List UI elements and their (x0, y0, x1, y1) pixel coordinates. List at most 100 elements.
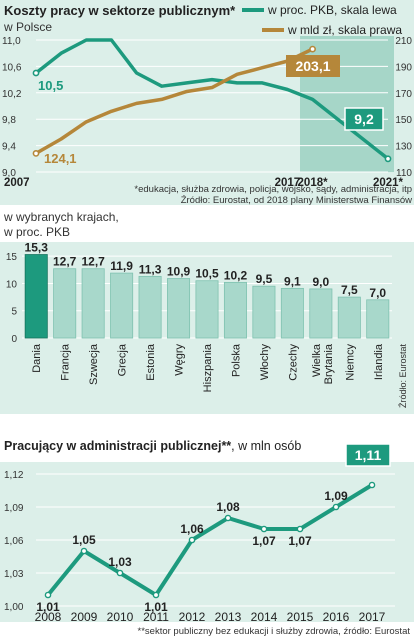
value-box-mld-end (286, 55, 340, 77)
chart-cost-data-labels: 10,5 124,1 203,1 9,2 (38, 55, 384, 166)
chart-countries-source: Źródło: Eurostat (398, 343, 408, 408)
value-box-pkb-end (344, 107, 384, 131)
endpoint-marker (384, 155, 392, 163)
chart-cost-subtitle: w Polsce (3, 20, 52, 34)
value-label-pkb-start: 10,5 (38, 78, 63, 93)
point-value-label: 1,08 (216, 500, 240, 514)
bar-value-label: 9,1 (284, 274, 301, 288)
point-value-label: 1,09 (324, 489, 348, 503)
y-tick-label: 5 (11, 307, 17, 318)
category-label-part: Brytania (323, 343, 335, 384)
legend-label-pkb: w proc. PKB, skala lewa (267, 3, 397, 17)
x-tick-label: 2008 (35, 610, 62, 624)
chart-cost-right-axis: 210 190 170 150 130 110 (395, 36, 412, 179)
chart-admin-panel: Pracujący w administracji publicznej**, … (0, 439, 414, 637)
value-label-mld-end: 203,1 (295, 58, 330, 74)
left-tick-label: 9,8 (2, 115, 16, 126)
bar-value-label: 9,5 (256, 272, 273, 286)
right-tick-label: 110 (396, 168, 412, 179)
line-admin (46, 483, 374, 597)
chart-cost-panel: Koszty pracy w sektorze publicznym* w Po… (0, 0, 414, 206)
x-tick-label: 2007 (4, 177, 30, 189)
category-label: Estonia (145, 343, 157, 381)
bar-francja (53, 268, 77, 339)
point-marker (296, 525, 304, 533)
bar-włochy (252, 285, 276, 339)
value-label-last: 1,11 (355, 447, 382, 463)
bar-value-label: 10,2 (224, 268, 248, 282)
bar-dania (24, 254, 48, 339)
point-value-label: 1,07 (288, 534, 312, 548)
category-label: Niemcy (344, 344, 356, 381)
left-tick-label: 11,0 (2, 36, 21, 47)
chart-admin-title-line: Pracujący w administracji publicznej**, … (4, 439, 301, 453)
right-tick-label: 130 (395, 142, 412, 153)
y-tick-label: 1,06 (4, 536, 24, 547)
left-tick-label: 10,6 (2, 62, 22, 73)
chart-cost-source: Źródło: Eurostat, od 2018 plany Minister… (181, 195, 412, 206)
point-value-label: 1,03 (108, 555, 132, 569)
category-label: Czechy (287, 344, 299, 381)
x-tick-label: 2016 (323, 610, 350, 624)
bar-polska (223, 281, 247, 339)
chart-countries-value-labels: 15,3 12,7 12,7 11,9 11,3 10,9 10,5 10,2 9,5 9,1 9,… (25, 241, 387, 300)
right-tick-label: 190 (395, 62, 412, 73)
chart-admin-y-axis: 1,00 1,03 1,06 1,09 1,12 (4, 470, 24, 613)
bar-value-label: 12,7 (53, 255, 77, 269)
category-label: Irlandia (373, 343, 385, 380)
category-label: Francja (60, 343, 72, 381)
x-tick-label: 2015 (287, 610, 314, 624)
bar-value-label: 10,9 (167, 265, 191, 279)
line-pkb (34, 38, 390, 161)
chart-admin-background (0, 462, 414, 622)
y-tick-label: 10 (6, 279, 18, 290)
bar-wielka-brytania (309, 288, 333, 339)
chart-admin-series (44, 481, 376, 599)
point-value-label: 1,06 (180, 522, 204, 536)
chart-cost-left-axis: 11,0 10,6 10,2 9,8 9,4 9,0 (2, 36, 22, 179)
bar-value-label: 7,5 (341, 283, 358, 297)
x-tick-label: 2009 (71, 610, 98, 624)
chart-admin-title: Pracujący w administracji publicznej** (4, 439, 231, 453)
right-tick-label: 210 (395, 36, 412, 47)
category-label: Szwecja (88, 343, 100, 385)
bar-value-label: 11,9 (110, 259, 133, 273)
bar-węgry (167, 278, 191, 339)
point-value-label: 1,05 (72, 533, 96, 547)
value-label-mld-start: 124,1 (44, 151, 77, 166)
x-tick-label: 2014 (251, 610, 278, 624)
chart-countries-panel: w wybranych krajach, w proc. PKB 051015 … (0, 205, 414, 415)
category-label: Węgry (174, 344, 186, 376)
category-label: WielkaBrytania (311, 343, 335, 384)
bar-value-label: 12,7 (81, 255, 105, 269)
category-label: Hiszpania (202, 343, 214, 392)
y-tick-label: 1,00 (4, 602, 24, 613)
category-label-part: Wielka (311, 343, 323, 377)
value-box-last (345, 443, 391, 467)
bar-hiszpania (195, 280, 219, 339)
point-marker (80, 547, 88, 555)
x-tick-label: 2017 (359, 610, 386, 624)
bar-estonia (138, 275, 162, 339)
chart-countries-category-labels: Dania Francja Szwecja Grecja Estonia Węgry His… (31, 343, 385, 392)
bar-value-label: 15,3 (25, 241, 49, 255)
point-marker (260, 525, 268, 533)
x-tick-label: 2021* (373, 177, 404, 189)
chart-admin-grid (36, 473, 395, 607)
point-marker (368, 481, 376, 489)
bar-irlandia (366, 299, 390, 339)
x-tick-label: 2010 (107, 610, 134, 624)
chart-cost-footnote: *edukacja, służba zdrowia, policja, wojs… (134, 184, 412, 195)
endpoint-marker (32, 149, 40, 157)
y-tick-label: 1,12 (4, 470, 24, 481)
point-value-label: 1,07 (252, 534, 276, 548)
bar-value-label: 10,5 (195, 267, 219, 281)
chart-admin-x-axis: 2008 2009 2010 2011 2012 2013 2014 2015 2016 2017 (35, 610, 386, 624)
chart-countries-subtitle: w proc. PKB (3, 225, 70, 239)
bar-czechy (280, 287, 304, 339)
chart-countries-title: w wybranych krajach, (3, 210, 119, 224)
point-value-label: 1,01 (144, 600, 168, 614)
point-marker (152, 591, 160, 599)
